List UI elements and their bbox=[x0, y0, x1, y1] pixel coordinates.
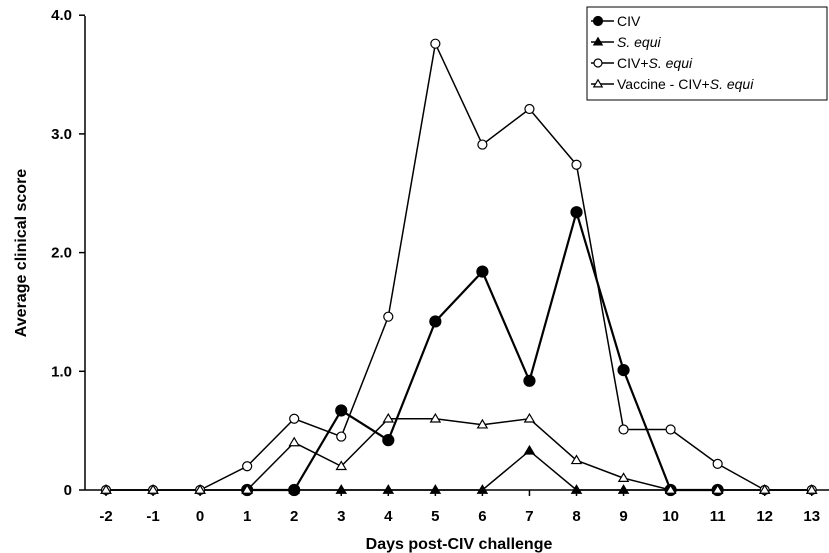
data-point bbox=[383, 311, 394, 322]
data-point bbox=[430, 38, 441, 49]
x-tick-label: 13 bbox=[803, 508, 820, 525]
legend-label: S. equi bbox=[617, 34, 661, 50]
data-point bbox=[570, 484, 583, 494]
data-point bbox=[476, 418, 489, 429]
x-tick-label: 6 bbox=[478, 508, 486, 525]
legend-label-italic: S. equi bbox=[710, 76, 754, 92]
y-tick-label: 3.0 bbox=[51, 126, 72, 143]
data-point bbox=[335, 484, 348, 494]
data-point bbox=[429, 315, 442, 328]
data-point bbox=[288, 436, 300, 447]
legend-label-plain: Vaccine - CIV+ bbox=[617, 76, 710, 92]
series-line bbox=[247, 208, 718, 492]
data-point bbox=[476, 484, 489, 494]
data-point bbox=[336, 431, 347, 442]
data-point bbox=[289, 413, 300, 424]
data-point bbox=[382, 412, 395, 423]
legend-label-plain: CIV+ bbox=[617, 55, 649, 71]
data-point bbox=[429, 484, 442, 494]
data-point bbox=[476, 265, 489, 278]
x-ticks: -2 -1 0 1 2 3 4 5 6 7 8 9 10 11 12 13 bbox=[99, 490, 820, 525]
data-point bbox=[100, 484, 112, 494]
x-tick-label: 11 bbox=[710, 508, 726, 525]
data-point bbox=[712, 458, 723, 469]
x-tick-label: 9 bbox=[619, 508, 627, 525]
data-point bbox=[592, 15, 604, 27]
x-tick-label: 1 bbox=[243, 508, 251, 525]
data-point bbox=[617, 364, 630, 377]
legend-label-italic: S. equi bbox=[649, 55, 693, 71]
y-axis-label: Average clinical score bbox=[13, 169, 30, 337]
data-point bbox=[523, 444, 536, 455]
x-tick-label: 10 bbox=[662, 508, 679, 525]
x-tick-label: 5 bbox=[431, 508, 439, 525]
data-point bbox=[618, 424, 629, 435]
y-tick-label: 2.0 bbox=[51, 245, 72, 262]
data-point bbox=[382, 434, 395, 447]
legend-label-plain: CIV bbox=[617, 13, 641, 29]
x-tick-label: 0 bbox=[196, 508, 204, 525]
data-point bbox=[592, 36, 604, 46]
series-markers bbox=[100, 38, 818, 497]
series-lines bbox=[106, 41, 812, 492]
data-point bbox=[805, 484, 818, 494]
data-point bbox=[288, 484, 300, 494]
data-point bbox=[664, 484, 677, 494]
data-point bbox=[570, 206, 583, 219]
y-tick-label: 4.0 bbox=[51, 7, 72, 24]
data-point bbox=[382, 484, 395, 494]
x-tick-label: -2 bbox=[99, 508, 112, 525]
x-tick-label: 7 bbox=[525, 508, 533, 525]
data-point bbox=[335, 404, 348, 417]
x-tick-label: 4 bbox=[384, 508, 393, 525]
data-point bbox=[711, 484, 724, 494]
x-tick-label: 2 bbox=[290, 508, 298, 525]
data-point bbox=[477, 139, 488, 150]
data-point bbox=[571, 159, 582, 170]
legend-label: Vaccine - CIV+S. equi bbox=[617, 76, 754, 92]
data-point bbox=[523, 374, 536, 387]
data-point bbox=[570, 454, 583, 465]
data-point bbox=[194, 484, 206, 494]
data-point bbox=[593, 58, 603, 68]
y-tick-label: 1.0 bbox=[51, 363, 72, 380]
data-point bbox=[242, 461, 253, 472]
series-line bbox=[106, 417, 812, 491]
data-point bbox=[524, 103, 535, 115]
data-point bbox=[665, 424, 676, 435]
series-line bbox=[106, 41, 812, 491]
data-point bbox=[335, 460, 348, 471]
x-tick-label: 12 bbox=[756, 508, 773, 525]
data-point bbox=[241, 484, 253, 494]
x-tick-label: 8 bbox=[572, 508, 580, 525]
legend-label: CIV bbox=[617, 13, 641, 29]
legend-label: CIV+S. equi bbox=[617, 55, 693, 71]
y-ticks: 0 1.0 2.0 3.0 4.0 bbox=[51, 7, 85, 499]
data-point bbox=[617, 472, 630, 482]
legend-box bbox=[586, 6, 828, 101]
legend-label-italic: S. equi bbox=[617, 34, 661, 50]
y-tick-label: 0 bbox=[64, 482, 72, 499]
data-point bbox=[523, 412, 536, 423]
data-point bbox=[617, 484, 630, 494]
data-point bbox=[758, 484, 771, 494]
x-axis-label: Days post-CIV challenge bbox=[366, 536, 553, 553]
x-tick-label: -1 bbox=[146, 508, 159, 525]
data-point bbox=[429, 412, 442, 423]
data-point bbox=[592, 78, 604, 88]
x-tick-label: 3 bbox=[337, 508, 345, 525]
data-point bbox=[147, 484, 159, 494]
